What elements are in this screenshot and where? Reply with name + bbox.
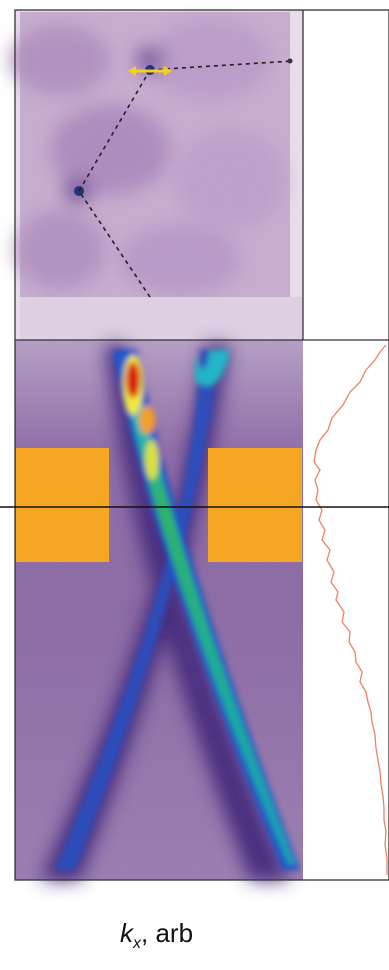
double-arrow-icon	[128, 66, 172, 76]
x-axis-unit: , arb	[141, 918, 194, 948]
x-axis-subscript: x	[133, 935, 141, 953]
highlight-box-left	[16, 448, 109, 562]
dispersion-map	[15, 340, 303, 880]
highlight-box-right	[208, 448, 302, 562]
profile-curve	[313, 344, 388, 875]
x-axis-symbol: k	[120, 918, 133, 948]
intensity-profile	[303, 10, 389, 880]
fermi-surface-map	[10, 10, 303, 340]
cut-path-dashed	[78, 69, 151, 298]
panel-frames	[14, 9, 389, 881]
fermi-point-marker	[74, 186, 84, 196]
x-axis-label: kx, arb	[120, 918, 193, 953]
